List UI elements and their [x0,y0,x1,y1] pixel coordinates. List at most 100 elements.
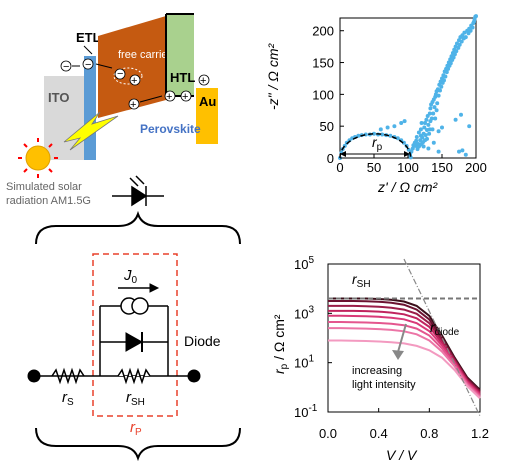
nyquist-x-tick-label: 200 [465,160,487,175]
electron-ito [60,60,72,72]
rp-annotation: rp [372,134,383,153]
nyquist-point [470,25,475,30]
electron-arrow-2 [95,63,113,69]
nyquist-point [388,133,393,138]
rp-series-line [328,339,481,400]
nyquist-point [401,140,406,145]
rp-x-ticks: 0.0 0.4 0.8 1.2 [319,408,489,441]
nyquist-point [427,111,432,116]
rp-y-tick-label: 101 [294,354,314,371]
nyquist-point [446,66,451,71]
nyquist-point [392,124,397,129]
rp-xlabel: V / V [386,447,418,463]
rp-x-tick-label: 1.2 [471,426,489,441]
nyquist-point [378,127,383,132]
rp-box [92,253,178,417]
rp-arrow-head-right [404,151,410,157]
nyquist-point [429,116,434,121]
diode-dashdot-line [403,258,481,417]
nyquist-point [423,133,428,138]
nyquist-frame [339,17,477,159]
bottom-brace [35,427,241,462]
nyquist-point [436,149,441,154]
electron-etl-1-sign: − [85,59,91,71]
nyquist-point [410,146,415,151]
ito-label: ITO [48,90,69,105]
nyquist-point [395,136,400,141]
hole-symbol [129,74,141,86]
etl-label: ETL [76,30,101,45]
nyquist-point [474,14,478,19]
nyquist-point [435,101,440,106]
nyquist-point [448,61,453,66]
nyquist-points [338,14,478,160]
rs-resistor [51,367,85,385]
rp-x-tick-label: 0.8 [420,426,438,441]
rp-ylabel: rp / Ω cm² [271,314,290,374]
nyquist-point [433,116,438,121]
free-carrier-label: free carrier [118,49,172,61]
diode-label: Diode [184,333,221,349]
top-brace [35,210,241,245]
etl-block [84,56,96,160]
nyquist-point [457,149,461,154]
nyquist-point [463,152,468,157]
nyquist-point [423,121,427,125]
nyquist-y-tick-label: 200 [312,24,334,39]
circuit [27,175,241,462]
nyquist-x-tick-label: 150 [431,160,453,175]
rsh-plot-label: rSH [352,271,371,290]
hole-sign: + [131,75,137,87]
nyquist-point [459,112,463,117]
nyquist-point [434,108,439,113]
nyquist-y-tick-label: 0 [327,151,334,166]
nyquist-point [428,106,433,111]
nyquist-point [431,111,436,116]
arrow-text-line2: light intensity [352,379,416,391]
nyquist-point [430,127,435,132]
etl-pointer [83,45,93,55]
nyquist-point [456,45,461,50]
hole-symbol-lower [128,98,140,110]
hole-au [198,74,210,86]
nyquist-point [424,117,429,122]
nyquist-point [467,124,472,129]
nyquist-y-tick-label: 150 [312,56,334,71]
nyquist-point [426,122,431,127]
htl-block [166,14,194,96]
electron-symbol [114,68,126,80]
nyquist-point [436,93,441,98]
au-block [196,88,218,144]
rp-arrow-head-left [340,151,346,157]
rp-x-tick-label: 0.4 [370,426,388,441]
nyquist-x-tick-label: 0 [336,160,343,175]
j0-arrow-head [149,283,160,293]
perovskite-label: Perovskite [140,122,201,136]
nyquist-point [418,127,423,132]
hole-htl-2-sign: + [182,91,188,103]
nyquist-ylabel: -z" / Ω cm² [265,42,281,110]
rp-voltage-plot: rSH rdiode increasing light intensity 0.… [271,255,489,463]
diode-triangle [125,332,144,352]
rsh-label: rSH [126,389,145,408]
nyquist-point [399,121,404,125]
electron-etl-1 [82,58,94,70]
intensity-arrow-head [392,350,404,360]
nyquist-point [416,130,421,135]
nyquist-point [432,105,437,110]
rsh-resistor [117,367,151,385]
nyquist-point [442,78,446,83]
nyquist-point [453,117,458,122]
nyquist-point [454,49,459,54]
nyquist-point [425,136,429,141]
nyquist-point [438,88,442,93]
nyquist-point [426,146,431,151]
hole-htl-1 [164,90,176,102]
nyquist-point [436,129,441,134]
lightning-bolt [63,111,119,151]
hole-au-sign: + [200,75,206,87]
nyquist-point [468,28,473,33]
